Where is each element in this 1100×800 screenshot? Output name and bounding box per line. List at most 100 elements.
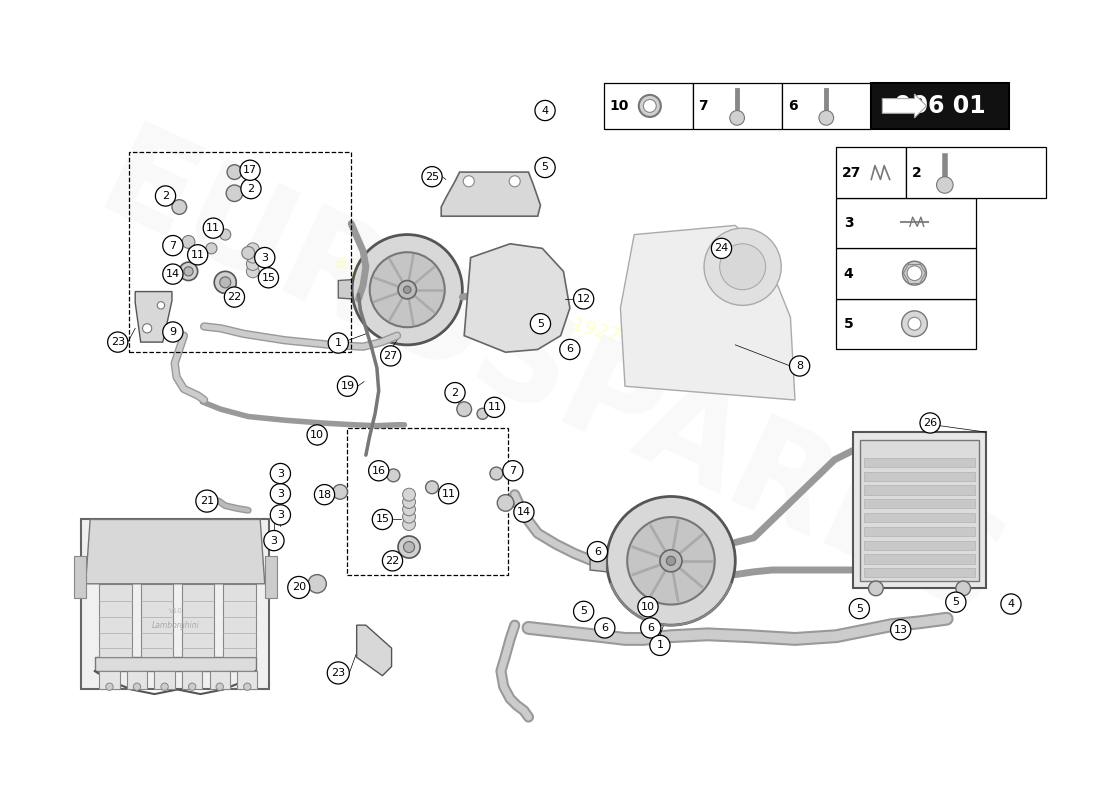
Polygon shape (441, 172, 540, 216)
Text: 5: 5 (537, 318, 544, 329)
Circle shape (246, 250, 260, 263)
Circle shape (157, 302, 165, 309)
Circle shape (719, 244, 766, 290)
Circle shape (204, 218, 223, 238)
Circle shape (163, 235, 183, 256)
Bar (864, 554, 975, 563)
Bar (871, 83, 1009, 129)
Polygon shape (99, 671, 120, 690)
Text: 11: 11 (487, 402, 502, 412)
Circle shape (497, 494, 514, 511)
Circle shape (1001, 594, 1021, 614)
Bar (864, 472, 975, 481)
Circle shape (667, 556, 675, 566)
Polygon shape (81, 519, 270, 690)
Circle shape (240, 160, 261, 180)
Text: 4: 4 (844, 266, 854, 281)
Circle shape (258, 268, 278, 288)
Circle shape (387, 469, 400, 482)
Bar (860, 439, 979, 581)
Circle shape (403, 510, 416, 523)
Text: 11: 11 (207, 223, 220, 233)
Circle shape (404, 542, 415, 553)
Circle shape (908, 266, 922, 281)
Circle shape (595, 618, 615, 638)
Circle shape (370, 252, 444, 327)
Circle shape (381, 346, 400, 366)
Circle shape (403, 488, 416, 501)
Circle shape (484, 398, 505, 418)
Circle shape (246, 265, 260, 278)
Text: 15: 15 (375, 514, 389, 525)
Bar (129, 152, 351, 352)
Text: 10: 10 (609, 99, 629, 113)
Text: 19: 19 (340, 382, 354, 391)
Circle shape (328, 662, 350, 684)
Text: 7: 7 (169, 241, 176, 250)
Circle shape (902, 311, 927, 337)
Text: 4: 4 (541, 106, 549, 115)
Text: 8: 8 (796, 361, 803, 371)
Circle shape (172, 200, 187, 214)
Circle shape (790, 356, 810, 376)
Circle shape (163, 264, 183, 284)
Text: 5: 5 (580, 606, 587, 616)
Circle shape (503, 461, 522, 481)
Circle shape (514, 502, 534, 522)
Circle shape (560, 339, 580, 359)
Circle shape (936, 177, 953, 194)
Circle shape (573, 602, 594, 622)
Circle shape (108, 332, 128, 352)
Circle shape (404, 286, 411, 294)
Circle shape (328, 333, 349, 353)
Circle shape (729, 110, 745, 126)
Polygon shape (882, 94, 926, 118)
Circle shape (398, 536, 420, 558)
Circle shape (188, 683, 196, 690)
Polygon shape (238, 671, 257, 690)
Text: 7: 7 (698, 99, 708, 113)
Text: 6: 6 (788, 99, 798, 113)
Polygon shape (210, 671, 230, 690)
Circle shape (644, 99, 657, 112)
Bar (852, 432, 987, 588)
Circle shape (849, 598, 869, 618)
Text: 11: 11 (190, 250, 205, 260)
Text: 3: 3 (262, 253, 268, 262)
Text: 13: 13 (893, 625, 907, 634)
Bar (864, 458, 975, 467)
Bar (604, 83, 693, 129)
Polygon shape (141, 584, 173, 658)
Polygon shape (223, 584, 255, 658)
Circle shape (308, 574, 327, 593)
Text: Lamborghini: Lamborghini (152, 621, 199, 630)
Circle shape (271, 484, 290, 504)
Text: 4: 4 (1008, 599, 1014, 609)
Text: 3: 3 (277, 469, 284, 478)
Circle shape (220, 229, 231, 240)
Circle shape (143, 324, 152, 333)
Circle shape (535, 101, 556, 121)
Circle shape (271, 505, 290, 525)
Circle shape (241, 178, 261, 198)
Circle shape (403, 503, 416, 516)
Circle shape (627, 517, 715, 605)
Bar (864, 527, 975, 536)
Circle shape (155, 186, 176, 206)
Circle shape (288, 577, 310, 598)
Text: V10: V10 (168, 608, 183, 614)
Text: 16: 16 (372, 466, 386, 476)
Circle shape (439, 484, 459, 504)
Text: 7: 7 (509, 466, 517, 476)
Text: 3: 3 (271, 536, 277, 546)
Circle shape (163, 322, 183, 342)
Circle shape (196, 490, 218, 512)
Text: 22: 22 (385, 556, 399, 566)
Circle shape (161, 683, 168, 690)
Circle shape (220, 277, 231, 288)
Bar (906, 147, 1046, 198)
Polygon shape (183, 584, 215, 658)
Circle shape (956, 581, 970, 596)
Text: 17: 17 (243, 166, 257, 175)
Bar (864, 513, 975, 522)
